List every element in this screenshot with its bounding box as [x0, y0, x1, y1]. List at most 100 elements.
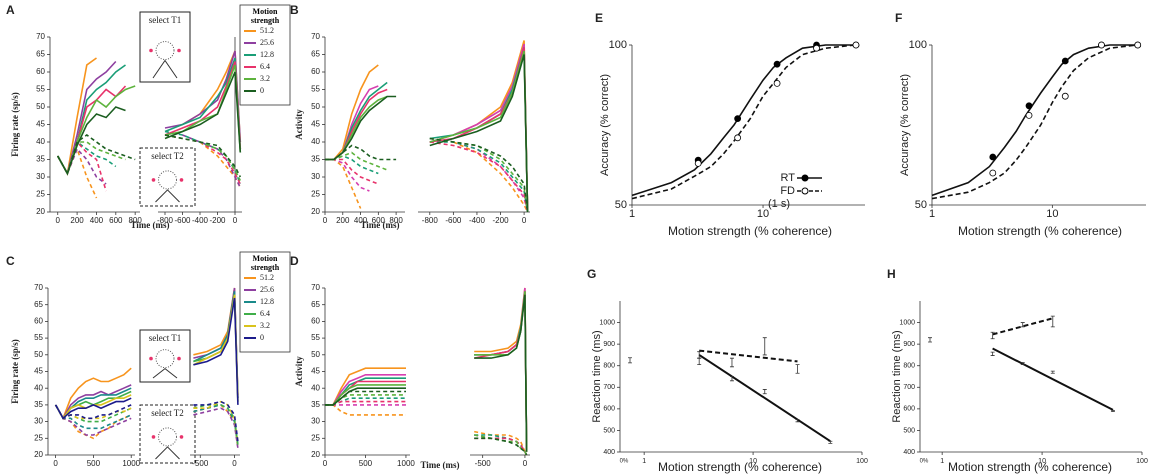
- series-line: [429, 47, 529, 213]
- point: [1061, 57, 1069, 65]
- y-tick-label: 800: [603, 363, 615, 370]
- point: [1025, 112, 1033, 119]
- y-tick-label: 60: [311, 67, 320, 76]
- series-line-t2: [164, 130, 242, 185]
- y-tick-label: 50: [311, 350, 320, 359]
- y-tick-label: 600: [603, 406, 615, 413]
- inset-label: select T1: [149, 15, 182, 25]
- y-tick-label: 45: [34, 367, 43, 376]
- series-line: [193, 297, 239, 405]
- y-tick-label: 30: [311, 172, 320, 181]
- panel-label: G: [587, 267, 596, 281]
- series-line-t2: [474, 437, 528, 456]
- inset-target: [177, 48, 181, 53]
- legend-note: (1 s): [768, 198, 790, 210]
- y-tick-label: 20: [311, 450, 320, 459]
- series-line-t2: [325, 155, 379, 175]
- series-line-t2: [182, 134, 242, 188]
- legend-label: 51.2: [260, 273, 274, 282]
- series-line-t2: [453, 141, 529, 213]
- point: [852, 41, 860, 49]
- y-axis-label: Accuracy (% correct): [599, 74, 611, 176]
- y-tick-label: 50: [36, 102, 45, 111]
- y-tick-label: 800: [903, 363, 915, 370]
- x-axis-label: Time (ms): [360, 220, 399, 230]
- x-tick-label: 800: [389, 216, 403, 225]
- panel-label: B: [290, 3, 299, 17]
- series-line-t2: [164, 134, 242, 178]
- y-axis-label: Activity: [294, 356, 304, 387]
- legend-label: FD: [780, 185, 795, 197]
- point: [773, 60, 781, 68]
- series-line: [429, 54, 529, 213]
- point: [989, 153, 997, 161]
- series-line-t2: [57, 140, 117, 176]
- series-line: [54, 384, 132, 420]
- x-tick-label: 0: [53, 459, 58, 468]
- point: [734, 115, 742, 122]
- y-tick-label: 30: [36, 172, 45, 181]
- y-tick-label: 45: [311, 367, 320, 376]
- point: [734, 134, 742, 142]
- inset-target: [151, 178, 156, 182]
- x-tick-label: 600: [372, 216, 386, 225]
- legend-label: 6.4: [260, 62, 270, 71]
- series-line-t2: [429, 137, 529, 213]
- point: [1134, 41, 1142, 49]
- x-tick-label: 0: [232, 459, 237, 468]
- inset-target: [149, 48, 153, 53]
- inset-box: [139, 11, 191, 83]
- y-tick-label: 55: [34, 333, 43, 342]
- y-tick-label: 40: [311, 137, 320, 146]
- legend-label: 0: [260, 86, 264, 95]
- inset-icon: [155, 41, 175, 60]
- legend-label: 25.6: [260, 285, 274, 294]
- x-tick-label: 200: [336, 216, 350, 225]
- x-tick-label: 100: [856, 458, 868, 465]
- inset-label: select T1: [149, 333, 182, 343]
- x-tick-label: 0: [56, 216, 61, 225]
- y-tick-label: 25: [311, 190, 320, 199]
- point: [1098, 41, 1105, 49]
- error-bar: [762, 389, 767, 395]
- legend-label: 25.6: [260, 38, 274, 47]
- x-axis-label: Motion strength (% coherence): [958, 224, 1122, 238]
- y-tick-label: 45: [311, 120, 320, 129]
- inset-icon: [155, 446, 180, 460]
- series-line-t2: [199, 141, 242, 188]
- y-tick-label: 50: [34, 350, 43, 359]
- fit-line: [931, 44, 1137, 200]
- x-axis-label: Time (ms): [130, 220, 169, 230]
- error-bar: [828, 440, 833, 444]
- y-tick-label: 35: [311, 155, 320, 164]
- x-tick-label: 400: [90, 216, 104, 225]
- error-bar: [628, 357, 632, 364]
- x-tick-label: 10: [1038, 458, 1046, 465]
- y-tick-label: 1000: [599, 319, 615, 326]
- inset-label: select T2: [151, 408, 184, 418]
- inset-label: select T2: [151, 151, 184, 161]
- y-tick-label: 500: [903, 427, 915, 434]
- y-tick-label: 35: [36, 155, 45, 164]
- series-line-t2: [193, 400, 239, 442]
- y-tick-label: 900: [903, 341, 915, 348]
- zero-label: 0%: [620, 459, 629, 465]
- error-bar: [729, 357, 734, 368]
- y-axis-label: Firing rate (sp/s): [10, 92, 20, 157]
- series-line-t2: [429, 141, 529, 213]
- error-bar: [1020, 362, 1025, 366]
- series-line: [193, 291, 239, 399]
- series-line-t2: [325, 158, 362, 209]
- error-bar: [795, 419, 800, 423]
- inset-icon: [158, 427, 177, 447]
- x-tick-label: 800: [128, 216, 142, 225]
- series-line: [474, 294, 528, 452]
- series-line: [164, 57, 242, 150]
- x-tick-label: -800: [422, 216, 439, 225]
- legend-marker: [801, 187, 809, 195]
- inset-icon: [155, 189, 180, 203]
- fit-line: [931, 44, 1137, 197]
- legend-label: 3.2: [260, 321, 270, 330]
